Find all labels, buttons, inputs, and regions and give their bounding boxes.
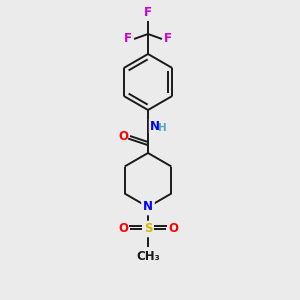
Text: N: N	[143, 200, 153, 214]
Text: O: O	[118, 130, 128, 142]
Text: F: F	[144, 6, 152, 19]
Text: H: H	[158, 123, 167, 133]
Text: N: N	[150, 119, 160, 133]
Text: O: O	[168, 223, 178, 236]
Text: CH₃: CH₃	[136, 250, 160, 263]
Text: F: F	[124, 32, 132, 46]
Text: S: S	[144, 223, 152, 236]
Text: F: F	[164, 32, 172, 46]
Text: O: O	[118, 223, 128, 236]
